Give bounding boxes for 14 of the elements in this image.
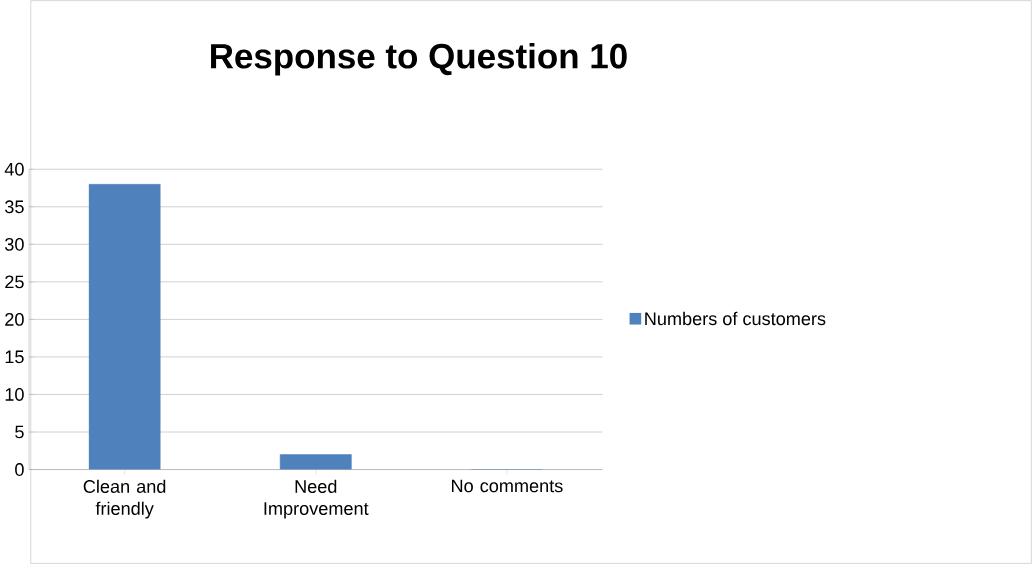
y-tick-label: 10 bbox=[5, 388, 24, 401]
y-tick-label: 35 bbox=[5, 200, 24, 214]
y-tick-label: 40 bbox=[4, 162, 24, 176]
chart-title: Response to Question 10 bbox=[211, 42, 627, 76]
y-tick-label: 30 bbox=[5, 237, 24, 251]
y-tick-label: 15 bbox=[5, 350, 24, 364]
y-tick-label: 25 bbox=[5, 275, 24, 289]
y-tick-label: 20 bbox=[5, 312, 24, 326]
y-tick-label: 0 bbox=[15, 463, 24, 476]
y-tick-label: 5 bbox=[15, 425, 24, 439]
x-tick-label: Clean and friendly bbox=[83, 479, 166, 519]
legend-label: Numbers of customers bbox=[645, 311, 826, 326]
x-tick-label: No comments bbox=[451, 479, 563, 493]
x-tick-label: Need Improvement bbox=[264, 479, 369, 519]
